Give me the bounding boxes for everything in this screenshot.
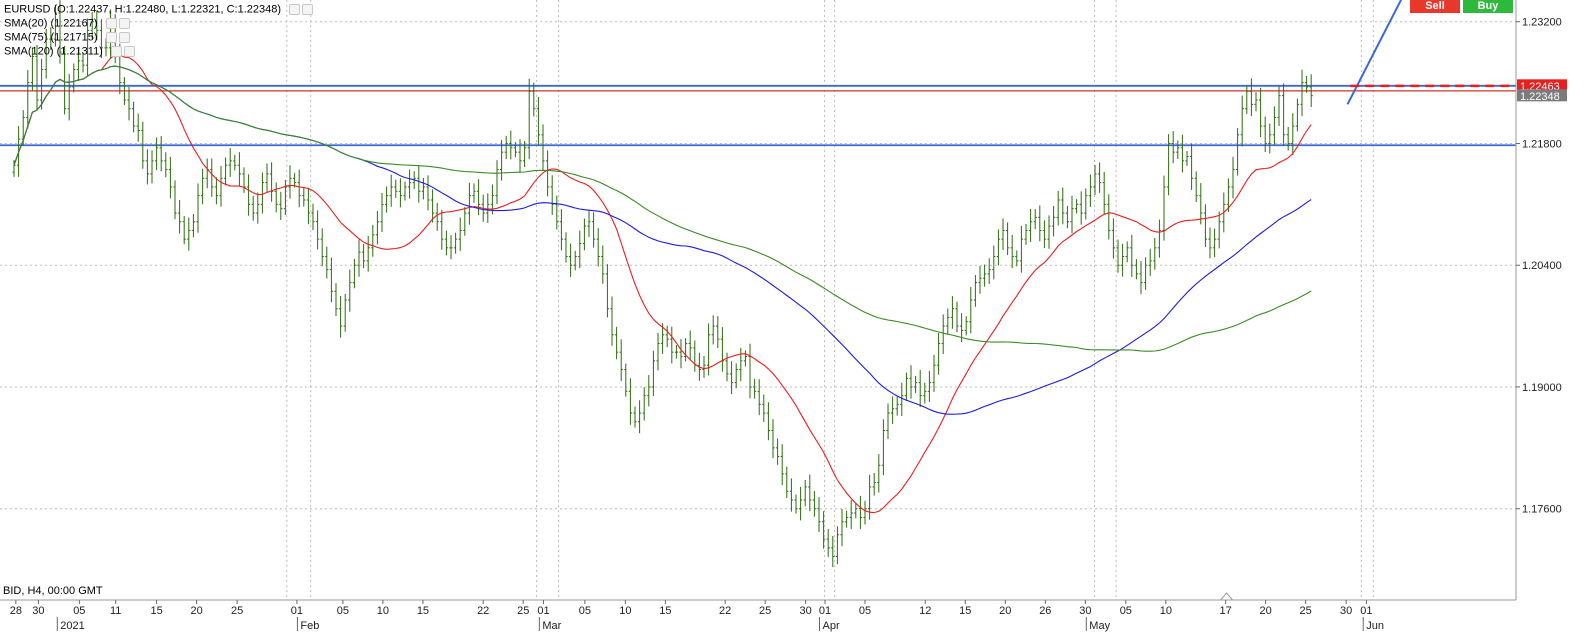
time-tick-label: 01 bbox=[291, 605, 303, 617]
time-tick-label: 15 bbox=[659, 605, 671, 617]
chart-legend: EURUSD (O:1.22437, H:1.22480, L:1.22321,… bbox=[4, 3, 314, 60]
ohlc-readout: EURUSD (O:1.22437, H:1.22480, L:1.22321,… bbox=[4, 3, 282, 16]
sma120-readout: SMA(120) (1.21311) bbox=[4, 46, 103, 59]
time-tick-label: 05 bbox=[73, 605, 85, 617]
month-label: 2021 bbox=[60, 620, 84, 632]
time-tick-label: 01 bbox=[819, 605, 831, 617]
month-label: Feb bbox=[300, 620, 319, 632]
event-marker-icon bbox=[1220, 592, 1233, 601]
time-tick-label: 12 bbox=[919, 605, 931, 617]
time-tick-label: 22 bbox=[477, 605, 489, 617]
time-tick-label: 22 bbox=[719, 605, 731, 617]
time-tick-label: 30 bbox=[1079, 605, 1091, 617]
time-tick-label: 01 bbox=[1360, 605, 1372, 617]
time-tick-label: 15 bbox=[417, 605, 429, 617]
price-tick-label: 1.17600 bbox=[1522, 504, 1562, 516]
close-price-tag: 1.22348 bbox=[1520, 91, 1560, 103]
time-tick-label: 30 bbox=[32, 605, 44, 617]
time-tick-label: 25 bbox=[231, 605, 243, 617]
time-tick-label: 10 bbox=[619, 605, 631, 617]
time-tick-label: 17 bbox=[1220, 605, 1232, 617]
price-tick-label: 1.23200 bbox=[1522, 17, 1562, 29]
price-axis: 1.232001.218001.204001.190001.176001.224… bbox=[1515, 0, 1567, 600]
month-label: Jun bbox=[1366, 620, 1384, 632]
month-label: Apr bbox=[823, 620, 840, 632]
close-price-tag-bg bbox=[1517, 89, 1567, 102]
moving-averages bbox=[13, 54, 1312, 514]
trendline bbox=[1346, 0, 1403, 105]
time-tick-label: 25 bbox=[759, 605, 771, 617]
time-tick-label: 05 bbox=[337, 605, 349, 617]
time-tick-label: 30 bbox=[1340, 605, 1352, 617]
settings-icon[interactable] bbox=[105, 31, 117, 43]
time-tick-label: 11 bbox=[110, 605, 121, 617]
time-tick-label: 10 bbox=[1160, 605, 1172, 617]
time-tick-label: 05 bbox=[859, 605, 871, 617]
chart-grid bbox=[0, 0, 1516, 600]
close-icon[interactable] bbox=[123, 46, 135, 58]
sma20-line bbox=[13, 54, 1312, 514]
time-tick-label: 28 bbox=[10, 605, 22, 617]
time-tick-label: 20 bbox=[999, 605, 1011, 617]
buy-button[interactable]: Buy bbox=[1463, 0, 1513, 13]
close-icon[interactable] bbox=[118, 17, 130, 29]
month-label: May bbox=[1089, 620, 1110, 632]
time-tick-label: 20 bbox=[1260, 605, 1272, 617]
candlestick-series bbox=[12, 0, 1313, 568]
settings-icon[interactable] bbox=[105, 17, 117, 29]
price-tick-label: 1.21800 bbox=[1522, 138, 1562, 150]
settings-icon[interactable] bbox=[289, 3, 301, 15]
bid-timeframe-label: BID, H4, 00:00 GMT bbox=[3, 585, 103, 597]
sma20-readout: SMA(20) (1.22167) bbox=[4, 17, 98, 30]
current-price-tag-bg bbox=[1517, 79, 1567, 92]
settings-icon[interactable] bbox=[110, 46, 122, 58]
price-tick-label: 1.20400 bbox=[1522, 260, 1562, 272]
sma75-readout: SMA(75) (1.21715) bbox=[4, 31, 98, 44]
sell-button[interactable]: Sell bbox=[1410, 0, 1460, 13]
time-tick-label: 25 bbox=[517, 605, 529, 617]
time-tick-label: 15 bbox=[150, 605, 162, 617]
close-icon[interactable] bbox=[118, 31, 130, 43]
time-tick-label: 30 bbox=[800, 605, 812, 617]
time-tick-label: 05 bbox=[579, 605, 591, 617]
sma120-line bbox=[13, 65, 1312, 352]
time-tick-label: 01 bbox=[537, 605, 549, 617]
close-icon[interactable] bbox=[302, 3, 314, 15]
time-tick-label: 05 bbox=[1120, 605, 1132, 617]
time-tick-label: 26 bbox=[1039, 605, 1051, 617]
price-tick-label: 1.19000 bbox=[1522, 382, 1562, 394]
horizontal-levels bbox=[0, 84, 1516, 147]
time-tick-label: 10 bbox=[377, 605, 389, 617]
time-tick-label: 15 bbox=[959, 605, 971, 617]
time-tick-label: 25 bbox=[1300, 605, 1312, 617]
month-label: Mar bbox=[542, 620, 561, 632]
time-axis: 28 30 05 11 15 20 25 01 05 10 15 22 25 01 05 10 15 22 25 30… bbox=[0, 599, 1516, 632]
annotations bbox=[1220, 0, 1516, 601]
time-tick-label: 20 bbox=[190, 605, 202, 617]
